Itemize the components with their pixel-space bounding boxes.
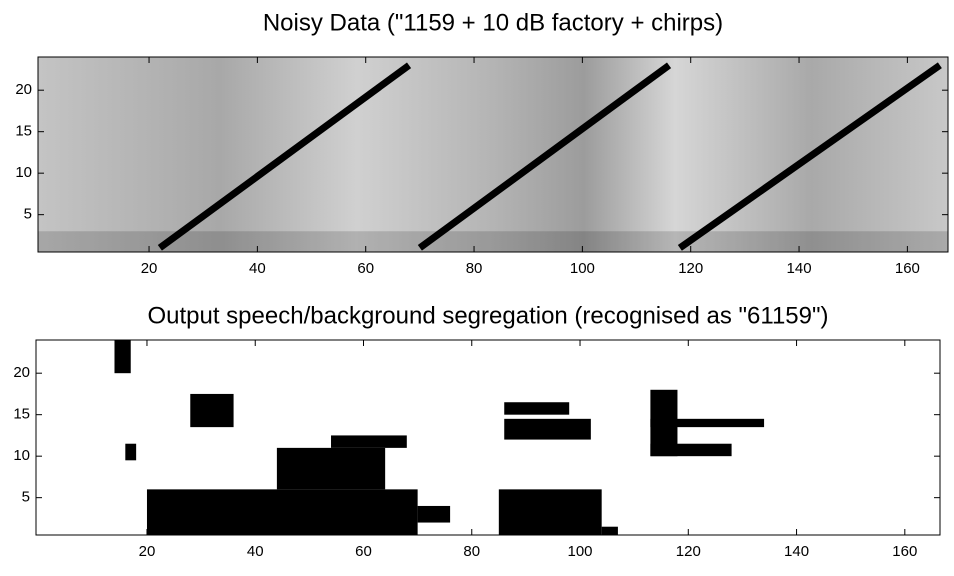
chirp	[677, 62, 942, 251]
image-background	[38, 57, 948, 252]
x-tick-label: 20	[141, 260, 158, 277]
x-tick-label: 120	[676, 543, 701, 560]
speech-region	[498, 489, 602, 535]
speech-region	[417, 505, 451, 523]
speech-region	[125, 443, 137, 461]
y-tick-label: 10	[15, 164, 32, 181]
axes-frame	[35, 339, 941, 536]
y-tick-label: 10	[13, 447, 30, 464]
y-tick-label: 20	[13, 364, 30, 381]
chart-title: Output speech/background segregation (re…	[147, 302, 828, 329]
chart-title: Noisy Data ("1159 + 10 dB factory + chir…	[263, 9, 723, 36]
y-tick-label: 20	[15, 81, 32, 98]
axes-frame	[37, 56, 949, 253]
y-tick-label: 15	[13, 406, 30, 423]
x-tick-label: 120	[678, 260, 703, 277]
speech-region	[190, 393, 234, 428]
x-tick-label: 60	[357, 260, 374, 277]
x-tick-label: 80	[466, 260, 483, 277]
chirp	[417, 62, 672, 251]
speech-region	[146, 489, 418, 535]
speech-region	[504, 418, 591, 440]
x-tick-label: 40	[249, 260, 266, 277]
x-tick-label: 100	[570, 260, 595, 277]
x-tick-label: 100	[568, 543, 593, 560]
speech-region	[331, 435, 407, 448]
low-band	[38, 231, 948, 252]
speech-region	[650, 443, 732, 457]
speech-region	[114, 340, 131, 374]
x-tick-label: 160	[892, 543, 917, 560]
speech-region	[504, 402, 570, 415]
speech-region	[650, 418, 765, 428]
x-tick-label: 20	[139, 543, 156, 560]
y-tick-label: 5	[22, 489, 30, 506]
chirp	[157, 62, 412, 251]
y-tick-label: 15	[15, 123, 32, 140]
x-tick-label: 60	[355, 543, 372, 560]
speech-region	[601, 526, 618, 535]
x-tick-label: 40	[247, 543, 264, 560]
x-tick-label: 160	[895, 260, 920, 277]
y-tick-label: 5	[24, 206, 32, 223]
speech-region	[276, 447, 386, 490]
x-tick-label: 140	[784, 543, 809, 560]
x-tick-label: 80	[463, 543, 480, 560]
x-tick-label: 140	[787, 260, 812, 277]
